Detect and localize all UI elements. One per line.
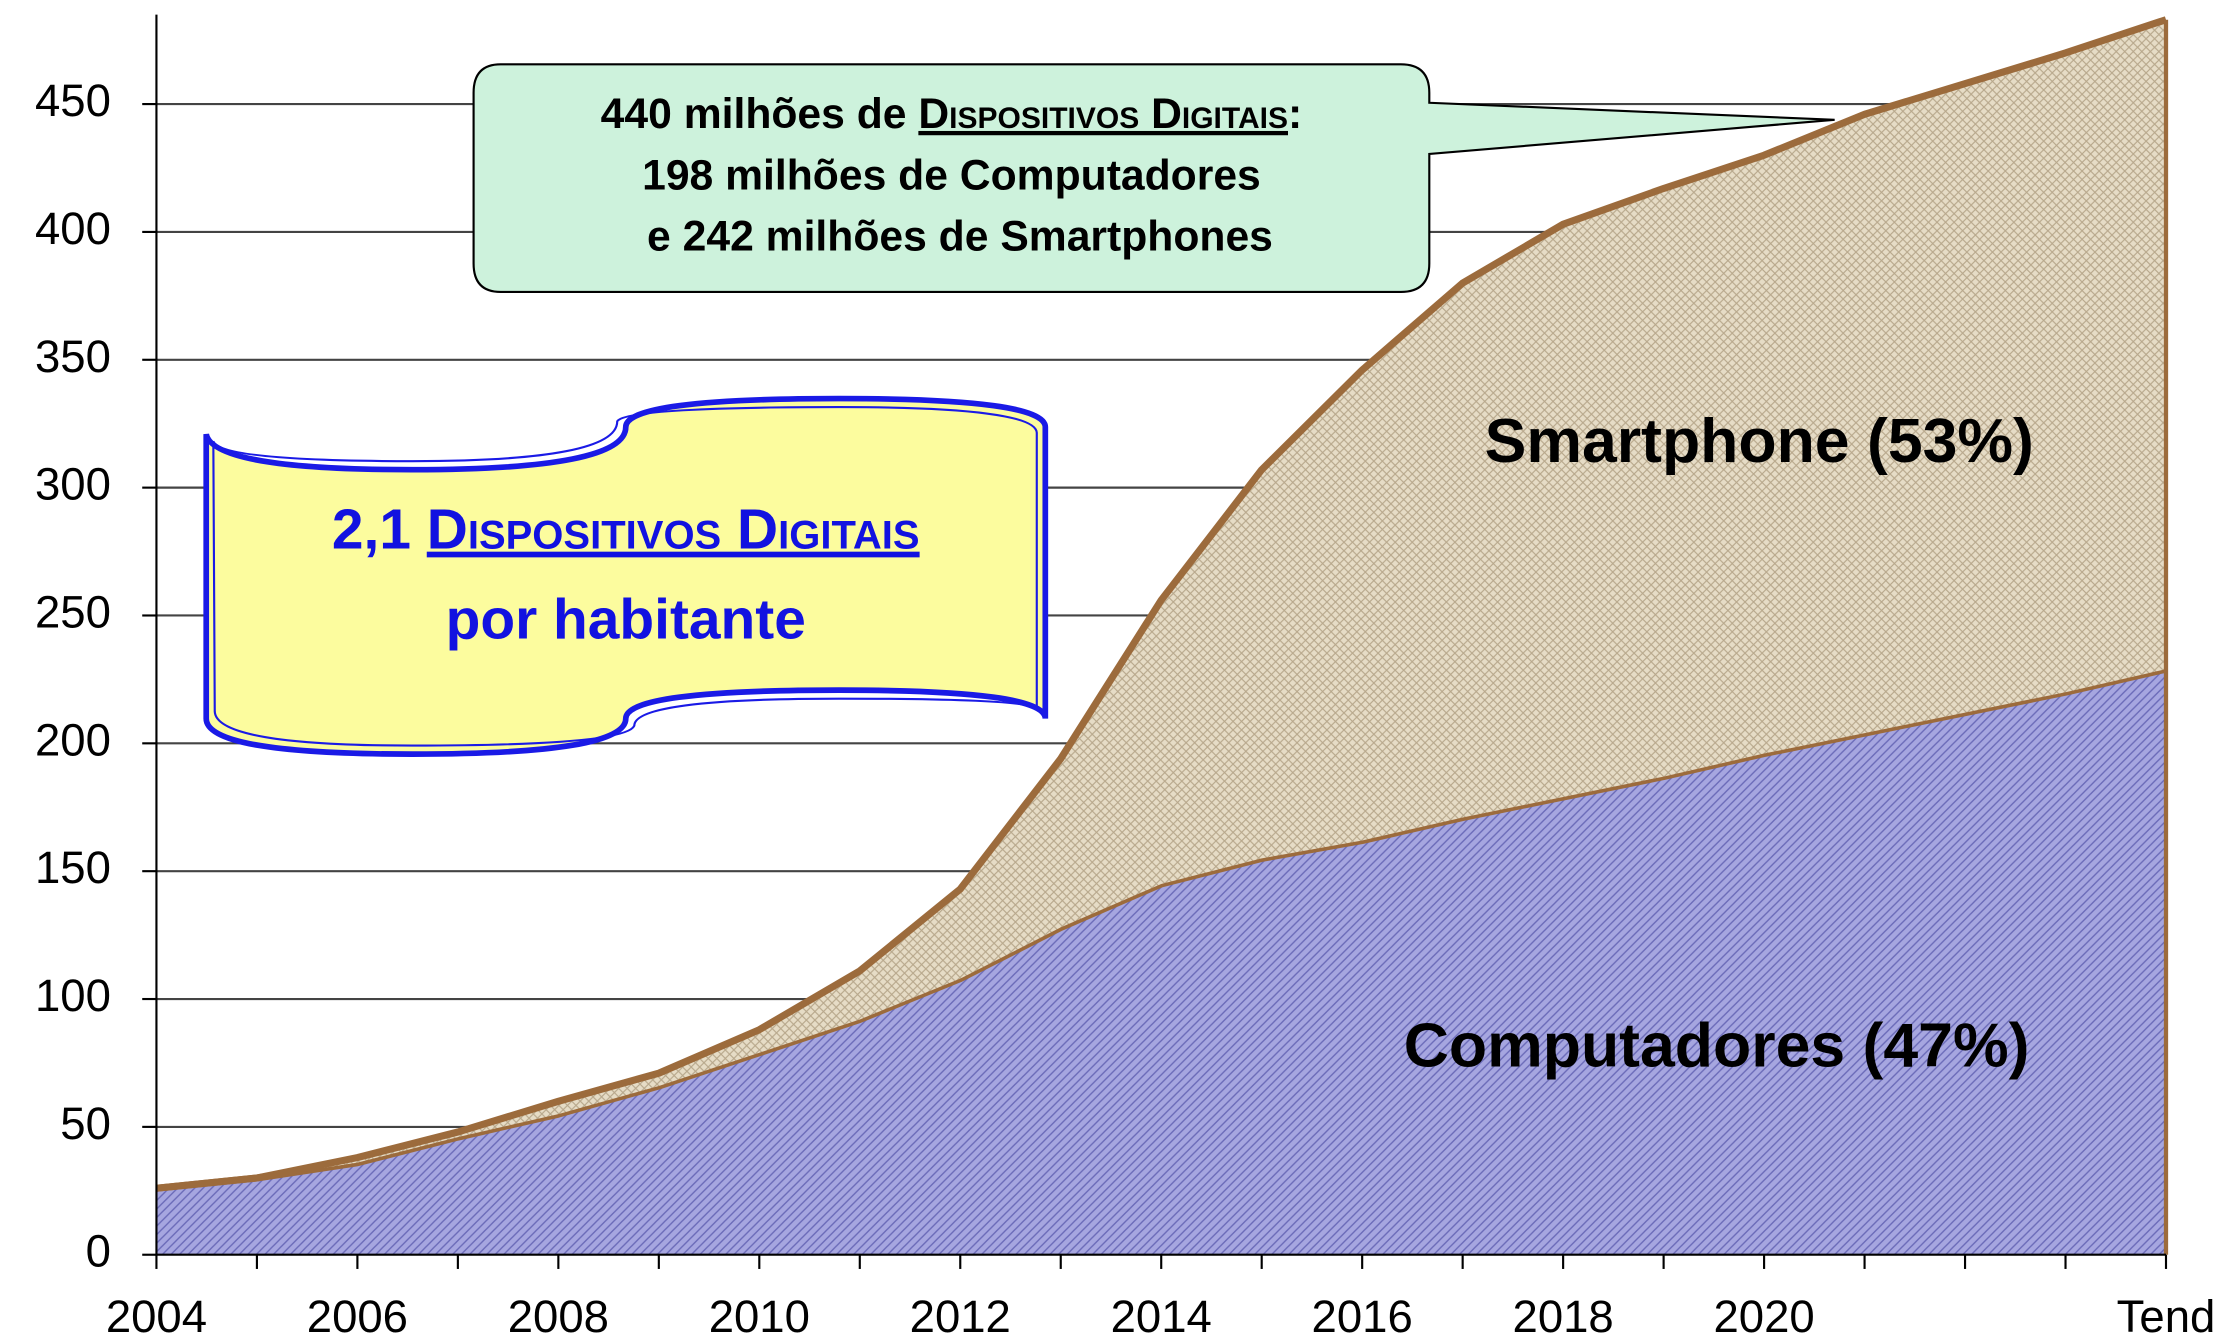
x-tick-label: 2010 (709, 1291, 810, 1339)
series-label: Computadores (47%) (1404, 1010, 2030, 1080)
y-tick-label: 100 (35, 970, 111, 1021)
x-tick-label: 2016 (1312, 1291, 1413, 1339)
y-tick-label: 50 (60, 1098, 111, 1149)
banner: 2,1 Dispositivos Digitais por habitante (203, 395, 1049, 757)
y-tick-label: 250 (35, 586, 111, 637)
labels: Smartphone (53%) Computadores (47%) (1404, 406, 2034, 1080)
callout-line1: 440 milhões de Dispositivos Digitais: (601, 90, 1303, 138)
x-tick-label: 2006 (307, 1291, 408, 1339)
callout-text: : (1288, 90, 1302, 138)
areas (156, 16, 2169, 1255)
callout-term: Dispositivos Digitais (918, 90, 1288, 138)
callout-line3: e 242 milhões de Smartphones (647, 213, 1273, 261)
x-tick-label: 2018 (1513, 1291, 1614, 1339)
banner-text: 2,1 (332, 499, 427, 562)
callout-box (472, 63, 1835, 293)
y-tick-label: 150 (35, 842, 111, 893)
banner-line2: por habitante (446, 588, 806, 651)
y-tick-label: 400 (35, 203, 111, 254)
callout-line2: 198 milhões de Computadores (642, 151, 1261, 199)
axes: 0 50 100 150 200 250 300 350 400 450 2004 2006 2008 2… (35, 14, 2216, 1339)
banner-line1: 2,1 Dispositivos Digitais (332, 499, 920, 562)
y-tick-label: 300 (35, 459, 111, 510)
banner-inner (212, 406, 1038, 747)
x-tick-label: Tend (2117, 1291, 2216, 1339)
x-tick-label: 2014 (1111, 1291, 1212, 1339)
callout: 440 milhões de Dispositivos Digitais: 19… (472, 63, 1835, 293)
area-line (156, 16, 2168, 1192)
x-tick-label: 2020 (1713, 1291, 1814, 1339)
series-label: Smartphone (53%) (1485, 406, 2034, 476)
y-tick-label: 0 (86, 1226, 111, 1277)
banner-term: Dispositivos Digitais (427, 499, 920, 562)
y-tick-label: 350 (35, 331, 111, 382)
callout-text: 440 milhões de (601, 90, 919, 138)
area (156, 669, 2167, 1255)
x-tick-label: 2012 (910, 1291, 1011, 1339)
banner-shape (203, 395, 1049, 757)
x-tick-label: 2004 (106, 1291, 207, 1339)
y-tick-label: 450 (35, 75, 111, 126)
x-tick-label: 2008 (508, 1291, 609, 1339)
y-tick-label: 200 (35, 714, 111, 765)
